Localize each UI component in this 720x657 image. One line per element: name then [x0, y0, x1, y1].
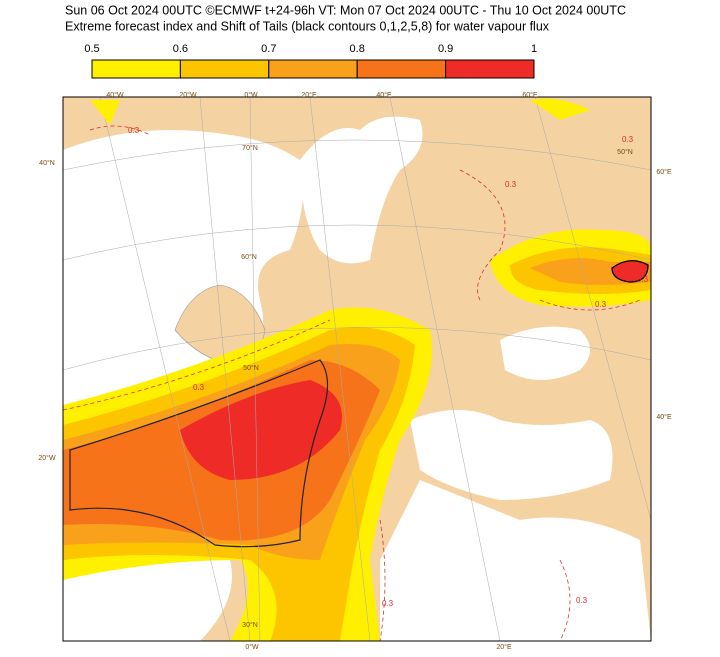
colorbar-segment: [268, 59, 358, 79]
contour-label: 0.3: [576, 596, 588, 605]
contour: [63, 319, 331, 411]
grid-label: 30°N: [242, 621, 258, 629]
contour-label: 0.3: [193, 383, 205, 392]
grid-label: 20°W: [38, 454, 56, 462]
grid-label: 40°E: [376, 91, 392, 99]
grid-label: 60°E: [522, 91, 538, 99]
efi-area: [180, 380, 342, 480]
colorbar-tick-label: 0.7: [261, 43, 276, 55]
sot-contour: [69, 359, 329, 548]
map-frame: [62, 96, 652, 642]
colorbar: 0.5 0.6 0.7 0.8 0.9 1: [84, 43, 537, 79]
contour-label: 0.3: [128, 126, 140, 135]
header-line: Sun 06 Oct 2024 00UTC ©ECMWF t+24-96h VT…: [65, 3, 626, 17]
contour-label: 0.3: [382, 599, 394, 608]
grid-label: 60°N: [241, 253, 257, 261]
colorbar-segment: [91, 59, 181, 79]
grid-label: 60°E: [656, 168, 672, 176]
colorbar-segment: [179, 59, 270, 79]
colorbar-tick-label: 0.5: [84, 43, 99, 55]
contour: [459, 169, 506, 301]
contour-label: 0.3: [505, 180, 517, 189]
grid-label: 40°W: [106, 91, 124, 99]
grid-label: 50°N: [243, 364, 259, 372]
colorbar-tick-label: 0.8: [350, 43, 365, 55]
colorbar-segment: [445, 59, 535, 79]
efi-area: [90, 98, 590, 125]
grid-label: 40°E: [656, 413, 672, 421]
contour-label: 0.3: [637, 275, 649, 284]
header-line: Extreme forecast index and Shift of Tail…: [65, 19, 550, 33]
sahara-blank: [380, 480, 651, 641]
grid-label: 20°E: [496, 643, 512, 651]
colorbar-segment: [356, 59, 447, 79]
colorbar-tick-label: 1: [531, 43, 537, 55]
grid-label: 20°W: [179, 91, 197, 99]
grid-label: 0°W: [244, 91, 258, 99]
map: 40°W 20°W 0°W 20°E 40°E 60°E 40°N 20°W 6…: [38, 91, 672, 651]
sot-contour: [611, 260, 649, 283]
contour-label: 0.3: [622, 135, 634, 144]
colorbar-tick-label: 0.6: [173, 43, 188, 55]
contour: [539, 299, 641, 311]
mediterranean: [410, 410, 613, 500]
grid-label: 20°E: [301, 91, 317, 99]
grid-label: 0°W: [245, 643, 259, 651]
grid-label: 40°N: [39, 159, 55, 167]
contour-label: 0.3: [595, 300, 607, 309]
contour: [379, 519, 571, 641]
contour: [89, 125, 151, 136]
colorbar-tick-label: 0.9: [438, 43, 453, 55]
grid-label: 50°N: [617, 148, 633, 156]
north-sea: [300, 116, 423, 264]
graticule: [63, 97, 651, 641]
grid-label: 70°N: [242, 144, 258, 152]
black-sea: [500, 326, 590, 380]
